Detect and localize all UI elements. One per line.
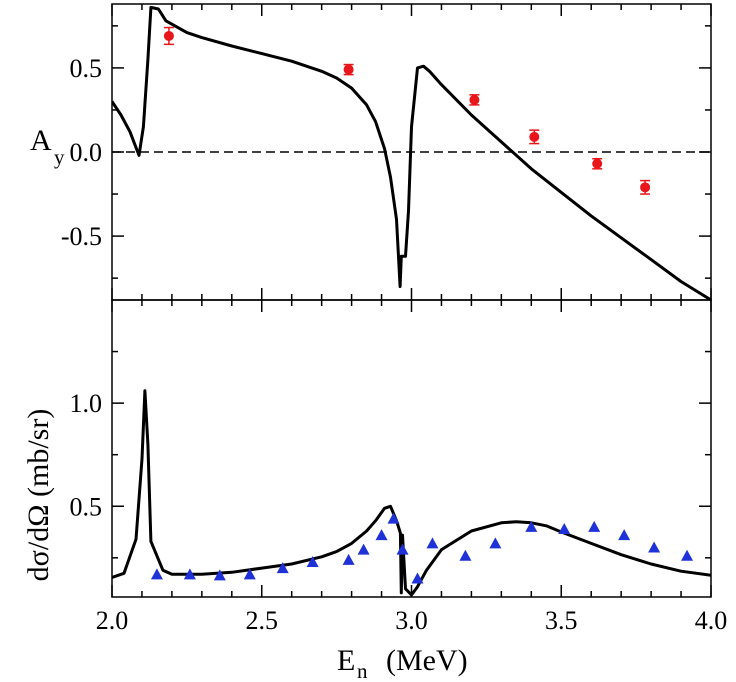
data-point bbox=[592, 158, 603, 169]
data-point bbox=[489, 537, 502, 549]
y-tick-label: -0.5 bbox=[61, 222, 102, 251]
data-point bbox=[213, 569, 226, 581]
asymmetry-panel: 0.5 0.0 -0.5 bbox=[61, 3, 712, 301]
y-tick-label: 1.0 bbox=[70, 389, 103, 418]
x-tick-label: 2.5 bbox=[246, 606, 279, 635]
x-tick-label: 3.5 bbox=[545, 606, 578, 635]
x-tick-label: 4.0 bbox=[695, 606, 728, 635]
data-point bbox=[529, 131, 540, 142]
xlabel: E bbox=[337, 644, 355, 677]
data-point bbox=[306, 555, 319, 567]
y-tick-label: 0.0 bbox=[70, 138, 103, 167]
data-point bbox=[375, 529, 388, 541]
data-point bbox=[618, 529, 631, 541]
data-point bbox=[640, 182, 651, 193]
data-point bbox=[183, 568, 196, 580]
data-point bbox=[469, 94, 480, 105]
x-tick-label: 2.0 bbox=[96, 606, 129, 635]
y-tick-label: 0.5 bbox=[70, 54, 103, 83]
data-point bbox=[525, 520, 538, 532]
plot-frame bbox=[111, 299, 712, 598]
data-point bbox=[426, 537, 439, 549]
bottom-ylabel: dσ/dΩ (mb/sr) bbox=[22, 409, 55, 582]
data-point bbox=[588, 520, 601, 532]
data-point bbox=[276, 562, 289, 574]
top-ylabel-subscript: y bbox=[54, 145, 65, 169]
y-tick-label: 0.5 bbox=[70, 492, 103, 521]
data-point bbox=[681, 549, 694, 561]
calculation-curve bbox=[112, 389, 711, 597]
data-point bbox=[357, 543, 370, 555]
data-point bbox=[243, 568, 256, 580]
x-tick-label: 3.0 bbox=[395, 606, 428, 635]
data-point bbox=[459, 549, 472, 561]
data-point bbox=[648, 541, 661, 553]
data-point bbox=[150, 568, 163, 580]
data-point bbox=[342, 553, 355, 565]
data-point bbox=[163, 30, 174, 41]
top-ylabel: A bbox=[30, 124, 52, 157]
calculation-curve bbox=[112, 5, 711, 300]
data-point bbox=[387, 512, 400, 524]
data-point bbox=[343, 64, 354, 75]
data-point bbox=[396, 543, 409, 555]
data-point bbox=[411, 572, 424, 584]
xlabel-unit: (MeV) bbox=[386, 644, 468, 677]
xlabel-subscript: n bbox=[357, 659, 368, 682]
cross-section-panel: 1.0 0.5 2.0 2.5 3.0 3.5 4.0 bbox=[70, 299, 728, 635]
data-point bbox=[558, 522, 571, 534]
